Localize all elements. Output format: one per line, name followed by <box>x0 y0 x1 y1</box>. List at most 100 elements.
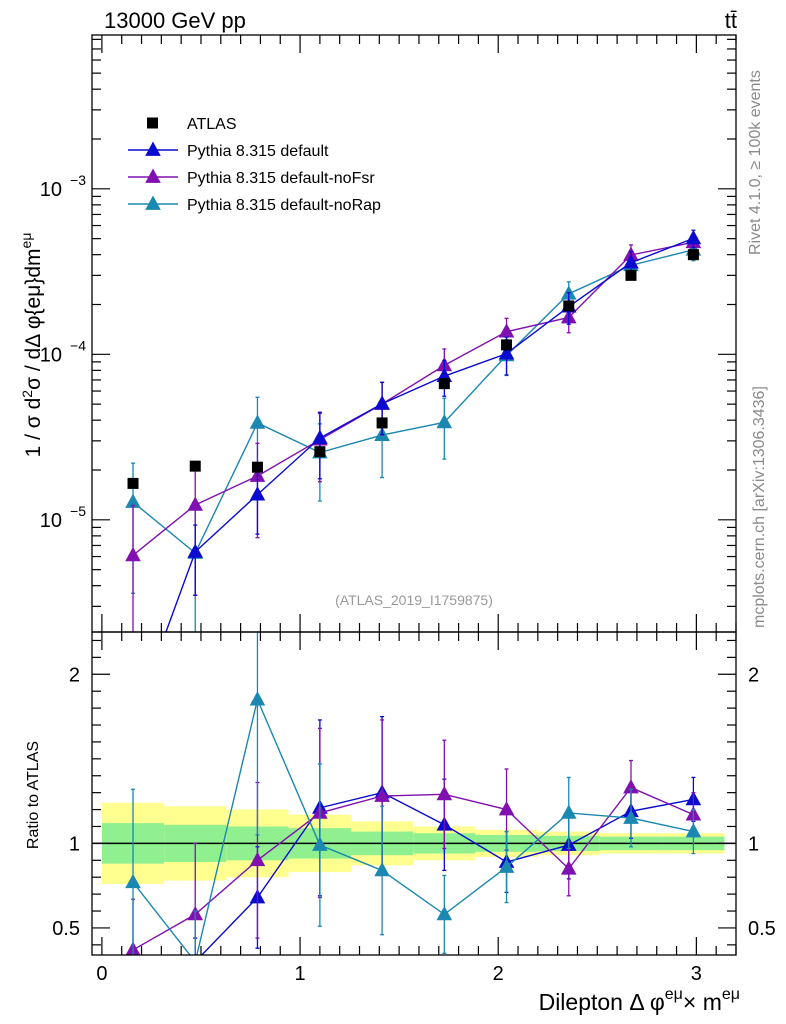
data-point-atlas <box>127 477 139 489</box>
marker-noRap <box>249 414 266 429</box>
main-plot-area <box>125 229 702 728</box>
marker-default <box>685 229 702 245</box>
ratio-marker-noFsr <box>374 787 390 802</box>
x-tick-label: 0 <box>96 963 107 985</box>
y-tick-label-exponent: −4 <box>70 337 86 353</box>
marker-noRap <box>125 493 141 508</box>
marker-default <box>374 395 390 410</box>
x-tick-label: 1 <box>294 963 305 985</box>
marker-noFsr <box>125 546 141 562</box>
data-point-atlas <box>501 339 513 351</box>
y-tick-label: 10 <box>40 179 62 201</box>
ratio-marker-noRap <box>249 691 266 706</box>
ratio-marker-noRap <box>623 809 639 824</box>
legend-label: Pythia 8.315 default-noFsr <box>187 170 375 187</box>
ratio-y-tick-label-right: 1 <box>748 833 759 855</box>
ratio-series-noRap <box>125 632 702 955</box>
data-point-atlas <box>563 300 575 312</box>
process-label: tt̄ <box>725 8 737 33</box>
marker-noRap <box>436 413 453 429</box>
data-point-atlas <box>251 461 263 473</box>
series-atlas <box>127 249 699 489</box>
ylabel-part: 1 / σ d <box>22 398 45 458</box>
ratio-y-tick-label: 1 <box>69 833 80 855</box>
x-tick-label: 2 <box>493 963 504 985</box>
main-y-axis-label: 1 / σ d2σ / dΔ φ{eμ}dmeμ <box>18 233 45 458</box>
series-noRap <box>125 239 702 632</box>
legend-marker <box>145 141 161 156</box>
marker-default <box>187 543 204 558</box>
y-tick-label: 10 <box>40 510 62 532</box>
data-point-atlas <box>687 249 699 261</box>
ratio-panel: 0 1 2 3 0.5 0.5 1 1 2 2 <box>52 35 776 1011</box>
ratio-y-axis-label: Ratio to ATLAS <box>25 741 42 849</box>
ratio-frame <box>91 631 737 956</box>
x-tick-label: 3 <box>691 963 702 985</box>
ratio-marker-noRap <box>685 823 702 838</box>
marker-default <box>249 486 266 501</box>
marker-default <box>623 254 639 269</box>
data-point-atlas <box>625 269 637 281</box>
legend-label: Pythia 8.315 default-noRap <box>187 197 381 214</box>
main-y-axis-label-text: 1 / σ d2σ / dΔ φ{eμ}dmeμ <box>18 233 45 458</box>
ratio-marker-noRap <box>498 858 515 873</box>
marker-noFsr <box>187 496 204 511</box>
x-axis-label-text: Dilepton Δ φeμ× meμ <box>539 986 740 1015</box>
y-tick-label-exponent: −3 <box>70 172 86 188</box>
ratio-y-tick-label-right: 0.5 <box>748 918 776 940</box>
series-line-noRap <box>132 249 694 555</box>
main-y-ticks: 10 −5 10 −4 10 −3 <box>40 38 736 607</box>
xlabel-superscript: eμ <box>665 986 683 1003</box>
series-noFsr <box>125 233 702 632</box>
ratio-y-tick-label: 2 <box>69 664 80 686</box>
mcplots-label: mcplots.cern.ch [arXiv:1306.3436] <box>751 386 768 628</box>
xlabel-superscript: eμ <box>722 986 740 1003</box>
ratio-plot-area <box>125 632 702 1011</box>
y-tick-label: 10 <box>40 344 62 366</box>
main-panel: 10 −5 10 −4 10 −3 ATLAS Pythia 8.315 default Pyt… <box>40 34 737 728</box>
ratio-marker-noFsr <box>623 779 639 794</box>
xlabel-part: × m <box>683 989 722 1015</box>
energy-label: 13000 GeV pp <box>104 8 246 33</box>
xlabel-part: Dilepton Δ φ <box>539 989 665 1015</box>
marker-default <box>125 714 141 728</box>
data-point-atlas <box>376 417 388 429</box>
ylabel-superscript: eμ <box>18 233 34 249</box>
legend-marker-atlas <box>147 117 158 129</box>
ratio-marker-default <box>125 997 141 1011</box>
ratio-y-ticks: 0.5 0.5 1 1 2 2 <box>52 639 776 946</box>
series-line-default <box>165 237 694 632</box>
y-tick-label-exponent: −5 <box>70 503 86 519</box>
ratio-marker-noRap <box>125 873 141 889</box>
ratio-marker-noFsr <box>249 851 266 867</box>
marker-default <box>312 429 328 444</box>
data-point-atlas <box>314 446 326 458</box>
ratio-marker-noFsr <box>560 860 577 875</box>
legend-marker <box>145 195 161 210</box>
ylabel-superscript: 2 <box>19 390 35 398</box>
ratio-marker-noRap <box>374 861 390 877</box>
ratio-series-noFsr <box>125 719 702 955</box>
legend-marker <box>145 168 161 183</box>
ratio-y-tick-label: 0.5 <box>52 918 80 940</box>
ratio-line-noRap <box>132 697 694 955</box>
ratio-marker-noFsr <box>436 785 453 801</box>
legend: ATLAS Pythia 8.315 default Pythia 8.315 de… <box>128 116 381 214</box>
legend-label: Pythia 8.315 default <box>187 143 329 160</box>
data-point-atlas <box>438 378 450 390</box>
ratio-marker-noRap <box>312 836 328 851</box>
ylabel-part: σ / dΔ φ{eμ}dm <box>22 248 45 389</box>
ratio-marker-noRap <box>560 804 577 819</box>
series-default <box>125 229 702 728</box>
ratio-line-noFsr <box>132 786 694 951</box>
ratio-marker-noFsr <box>498 801 515 816</box>
ratio-y-tick-label-right: 2 <box>748 664 759 686</box>
legend-label: ATLAS <box>187 116 237 133</box>
x-ticks: 0 1 2 3 <box>96 35 737 985</box>
series-line-noFsr <box>132 241 694 556</box>
x-axis-label: Dilepton Δ φeμ× meμ <box>539 986 740 1015</box>
rivet-version-label: Rivet 4.1.0, ≥ 100k events <box>747 70 764 255</box>
ratio-marker-noRap <box>436 905 453 921</box>
analysis-tag: (ATLAS_2019_I1759875) <box>335 592 493 608</box>
